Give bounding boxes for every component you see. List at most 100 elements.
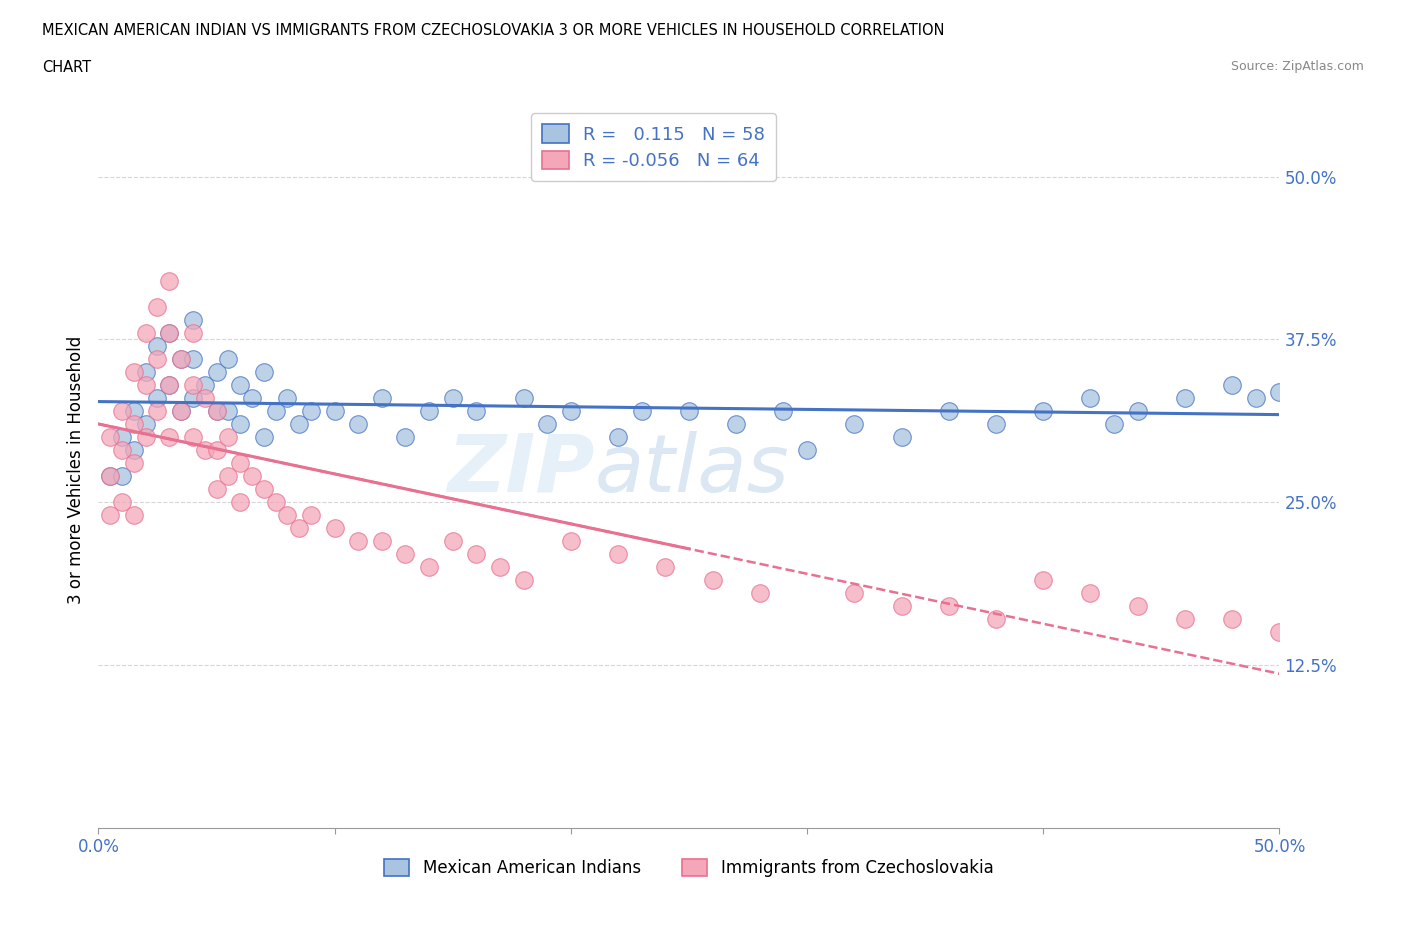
Point [1032,573,1054,588]
Point [205,404,228,418]
Point [111,469,134,484]
Point [288,417,311,432]
Point [253,365,276,379]
Point [111,430,134,445]
Point [725,417,748,432]
Point [394,547,416,562]
Point [170,352,193,366]
Point [1032,404,1054,418]
Y-axis label: 3 or more Vehicles in Household: 3 or more Vehicles in Household [66,336,84,604]
Point [194,443,217,458]
Point [441,534,464,549]
Point [984,612,1007,627]
Point [984,417,1007,432]
Point [122,456,145,471]
Point [98,469,121,484]
Point [1220,612,1243,627]
Point [122,404,145,418]
Point [1220,378,1243,392]
Point [323,404,346,418]
Point [98,469,121,484]
Point [796,443,818,458]
Text: MEXICAN AMERICAN INDIAN VS IMMIGRANTS FROM CZECHOSLOVAKIA 3 OR MORE VEHICLES IN : MEXICAN AMERICAN INDIAN VS IMMIGRANTS FR… [42,23,945,38]
Point [938,599,960,614]
Point [170,352,193,366]
Point [205,443,228,458]
Point [181,378,204,392]
Legend: Mexican American Indians, Immigrants from Czechoslovakia: Mexican American Indians, Immigrants fro… [378,852,1000,883]
Point [205,365,228,379]
Point [512,573,534,588]
Point [1174,612,1197,627]
Point [264,404,287,418]
Point [181,352,204,366]
Point [418,404,440,418]
Point [748,586,770,601]
Point [264,495,287,510]
Point [217,404,239,418]
Point [170,404,193,418]
Point [146,299,169,314]
Point [146,339,169,353]
Point [890,599,912,614]
Point [253,482,276,497]
Point [194,391,217,405]
Point [702,573,724,588]
Point [135,417,157,432]
Point [157,378,180,392]
Point [146,391,169,405]
Point [630,404,652,418]
Point [135,430,157,445]
Point [323,521,346,536]
Point [111,443,134,458]
Point [276,391,298,405]
Point [157,326,180,340]
Point [1080,586,1102,601]
Point [1102,417,1125,432]
Point [229,417,252,432]
Point [122,365,145,379]
Point [217,430,239,445]
Point [772,404,794,418]
Point [607,547,630,562]
Point [299,508,322,523]
Text: CHART: CHART [42,60,91,75]
Point [229,495,252,510]
Point [146,404,169,418]
Point [465,547,488,562]
Point [217,352,239,366]
Point [1080,391,1102,405]
Point [229,378,252,392]
Point [135,378,157,392]
Point [1126,599,1149,614]
Point [1174,391,1197,405]
Point [394,430,416,445]
Point [465,404,488,418]
Point [299,404,322,418]
Point [347,534,370,549]
Point [1126,404,1149,418]
Point [607,430,630,445]
Point [371,391,394,405]
Point [98,508,121,523]
Point [288,521,311,536]
Point [1268,384,1291,399]
Point [146,352,169,366]
Point [122,417,145,432]
Point [194,378,217,392]
Point [240,391,263,405]
Point [890,430,912,445]
Point [938,404,960,418]
Point [205,482,228,497]
Point [181,312,204,327]
Point [135,326,157,340]
Point [170,404,193,418]
Point [844,586,866,601]
Point [240,469,263,484]
Point [111,495,134,510]
Text: ZIP: ZIP [447,431,595,509]
Point [135,365,157,379]
Point [418,560,440,575]
Point [678,404,700,418]
Point [654,560,676,575]
